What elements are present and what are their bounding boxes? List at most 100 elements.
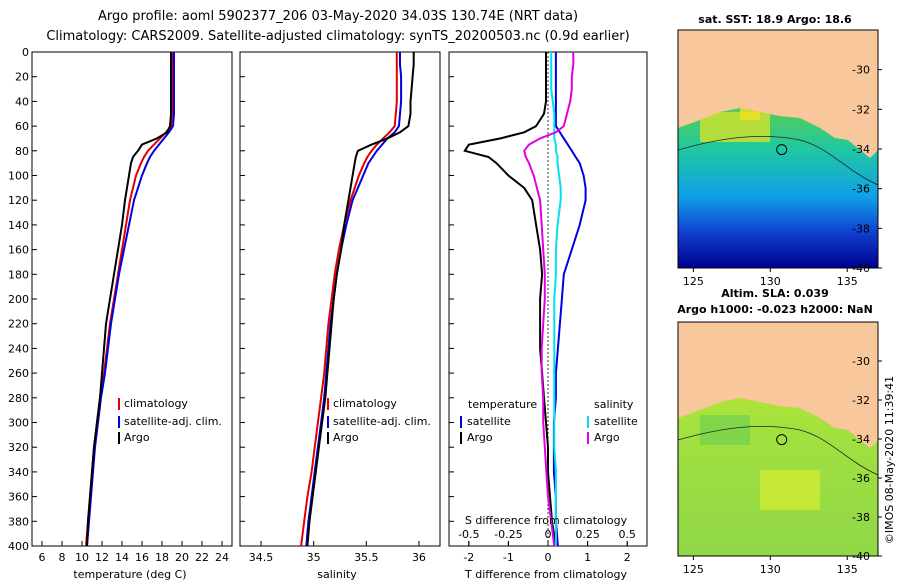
x-tick-label: -2 xyxy=(463,551,474,564)
salinity-x-axis: 34.5 35 35.5 36 xyxy=(249,541,426,564)
argo-position-marker xyxy=(776,144,788,156)
lat-tick-label: -36 xyxy=(852,183,870,196)
legend-satellite-label: satellite-adj. clim. xyxy=(124,415,222,428)
y-tick-label: 300 xyxy=(8,417,29,430)
sla-depth-contour xyxy=(678,425,878,476)
argo-position-marker xyxy=(776,434,788,446)
x-tick-label: 0 xyxy=(545,551,552,564)
difference-legend: temperature satellite Argo salinity sate… xyxy=(460,398,638,444)
y-tick-label: 320 xyxy=(8,441,29,454)
sst-map: sat. SST: 18.9 Argo: 18.6 -30-32-34-36-3… xyxy=(677,13,882,288)
x-tick-label: 2 xyxy=(624,551,631,564)
lat-tick-label: -30 xyxy=(852,355,870,368)
legend-t-satellite-label: satellite xyxy=(467,415,511,428)
lon-tick-label: 135 xyxy=(837,563,858,576)
land-australia xyxy=(678,30,878,158)
lat-tick-label: -34 xyxy=(852,143,870,156)
imos-credit: ©IMOS 08-May-2020 11:39:41 xyxy=(883,376,896,544)
t-difference-xlabel: T difference from climatology xyxy=(464,568,627,580)
y-tick-label: 0 xyxy=(22,46,29,59)
y-tick-label: 40 xyxy=(15,95,29,108)
x-tick-label: 24 xyxy=(215,551,229,564)
temperature-line-argo xyxy=(86,52,172,547)
x-tick-label: 0.25 xyxy=(575,528,600,541)
y-tick-label: 140 xyxy=(8,219,29,232)
x-tick-label: -1 xyxy=(503,551,514,564)
y-tick-label: 400 xyxy=(8,540,29,553)
difference-line-salinity-argo xyxy=(523,52,575,547)
temperature-panel: 0 20 40 60 80 100 120 140 160 180 200 220 240 260 280 3… xyxy=(8,46,233,580)
lat-tick-label: -32 xyxy=(852,394,870,407)
lon-tick-label: 125 xyxy=(683,275,704,288)
x-tick-label: 34.5 xyxy=(249,551,274,564)
sla-lat-axis: -30 -32 -34 -36 -38 -40 xyxy=(852,355,882,563)
lon-tick-label: 130 xyxy=(760,563,781,576)
depth-axis: 0 20 40 60 80 100 120 140 160 180 200 220 240 260 280 3… xyxy=(8,46,37,553)
y-tick-label: 280 xyxy=(8,392,29,405)
legend-t-argo-label: Argo xyxy=(467,431,493,444)
lat-tick-label: -32 xyxy=(852,103,870,116)
sst-lon-axis: 125 130 135 xyxy=(683,268,858,288)
legend-climatology-label: climatology xyxy=(333,397,397,410)
x-tick-label: 0.5 xyxy=(618,528,636,541)
y-tick-label: 60 xyxy=(15,120,29,133)
salinity-xlabel: salinity xyxy=(317,568,357,580)
y-tick-label: 80 xyxy=(15,145,29,158)
title-line-1: Argo profile: aoml 5902377_206 03-May-20… xyxy=(98,9,578,24)
lat-tick-label: -30 xyxy=(852,64,870,77)
s-difference-xlabel: S difference from climatology xyxy=(465,514,628,527)
legend-climatology-label: climatology xyxy=(124,397,188,410)
x-tick-label: 14 xyxy=(115,551,129,564)
x-tick-label: 12 xyxy=(95,551,109,564)
salinity-line-climatology xyxy=(300,52,398,547)
difference-depth-ticks xyxy=(449,51,454,547)
x-tick-label: 6 xyxy=(39,551,46,564)
sla-map: Altim. SLA: 0.039 Argo h1000: -0.023 h20… xyxy=(677,287,882,576)
sla-high-patch xyxy=(760,470,820,510)
x-tick-label: 1 xyxy=(584,551,591,564)
salinity-plot-frame xyxy=(239,51,441,547)
y-tick-label: 340 xyxy=(8,466,29,479)
salinity-series xyxy=(300,52,415,547)
x-tick-label: 20 xyxy=(175,551,189,564)
salinity-legend: climatology satellite-adj. clim. Argo xyxy=(327,397,431,444)
difference-panel: -2 -1 0 1 2 -0.5 -0.25 0 0.25 0.5 T difference f… xyxy=(448,51,648,580)
sst-map-title: sat. SST: 18.9 Argo: 18.6 xyxy=(698,13,852,26)
lon-tick-label: 130 xyxy=(760,275,781,288)
sst-lat-axis: -30 -32 -34 -36 -38 -40 xyxy=(852,64,882,275)
salinity-depth-ticks xyxy=(240,51,245,547)
temperature-x-axis: 6 8 10 12 14 16 18 20 22 24 xyxy=(39,541,229,564)
temperature-xlabel: temperature (deg C) xyxy=(73,568,186,580)
salinity-panel: 34.5 35 35.5 36 salinity climatology satell… xyxy=(239,51,441,580)
legend-temperature-title: temperature xyxy=(468,398,537,411)
sla-map-subtitle: Argo h1000: -0.023 h2000: NaN xyxy=(677,303,873,316)
lat-tick-label: -40 xyxy=(852,550,870,563)
x-tick-label: 18 xyxy=(155,551,169,564)
y-tick-label: 200 xyxy=(8,293,29,306)
y-tick-label: 120 xyxy=(8,194,29,207)
lat-tick-label: -36 xyxy=(852,472,870,485)
x-tick-label: 35.5 xyxy=(354,551,379,564)
y-tick-label: 180 xyxy=(8,268,29,281)
difference-series xyxy=(463,52,587,547)
x-tick-label: 16 xyxy=(135,551,149,564)
title-line-2: Climatology: CARS2009. Satellite-adjuste… xyxy=(46,29,629,44)
legend-satellite-label: satellite-adj. clim. xyxy=(333,415,431,428)
difference-line-temperature-argo xyxy=(463,52,557,547)
y-tick-label: 160 xyxy=(8,244,29,257)
lon-tick-label: 135 xyxy=(837,275,858,288)
legend-salinity-title: salinity xyxy=(594,398,634,411)
y-tick-label: 360 xyxy=(8,491,29,504)
sla-map-title: Altim. SLA: 0.039 xyxy=(721,287,828,300)
y-tick-label: 220 xyxy=(8,318,29,331)
lon-tick-label: 125 xyxy=(683,563,704,576)
sla-lon-axis: 125 130 135 xyxy=(683,556,858,576)
x-tick-label: 8 xyxy=(59,551,66,564)
y-tick-label: 100 xyxy=(8,170,29,183)
x-tick-label: 10 xyxy=(75,551,89,564)
x-tick-label: 0 xyxy=(545,528,552,541)
y-tick-label: 260 xyxy=(8,367,29,380)
y-tick-label: 20 xyxy=(15,71,29,84)
salinity-line-argo xyxy=(306,52,415,547)
